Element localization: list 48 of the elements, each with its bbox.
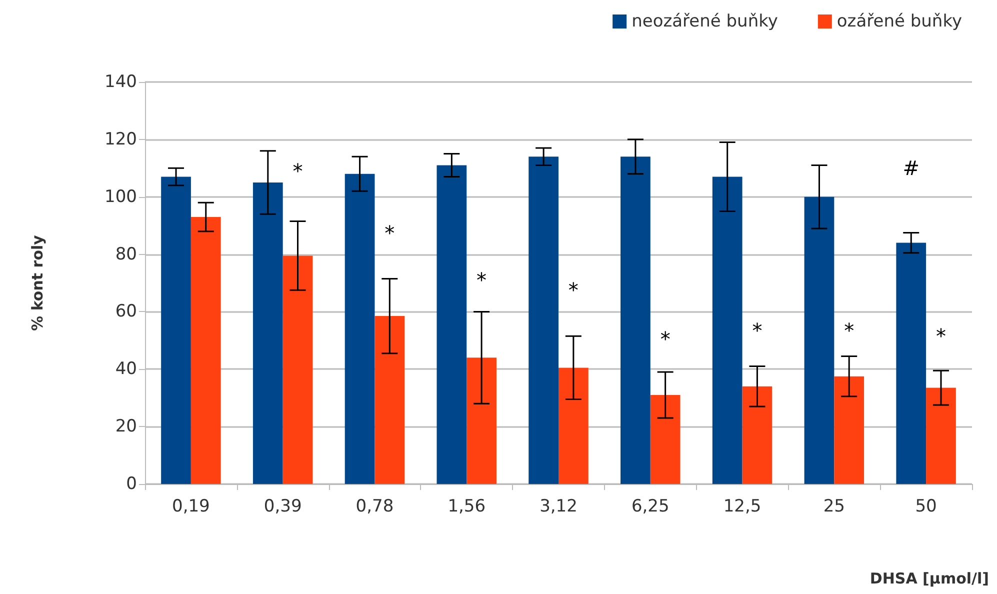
bar [804,196,834,484]
bar [466,358,496,484]
annotation: * [292,159,303,184]
annotation: * [476,268,487,292]
x-tick-label: 25 [823,496,845,516]
bar [926,388,956,484]
bar [374,316,405,484]
x-tick-label: 12,5 [723,496,762,516]
annotation: * [936,324,946,348]
y-tick-label: 100 [104,186,137,207]
annotation: # [902,156,920,180]
legend-label: ozářené buňky [836,12,962,32]
x-tick-label: 0,78 [356,496,394,516]
x-axis-title: DHSA [µmol/l] [870,570,990,588]
y-axis-title: % kont roly [28,234,46,331]
bar [558,368,588,484]
x-tick-label: 0,19 [172,496,210,516]
x-tick-label: 50 [915,496,937,516]
bar [650,394,680,484]
annotation: * [384,220,395,245]
y-tick-label: 40 [115,359,137,380]
annotation: * [752,318,762,342]
x-tick-label: 1,56 [448,496,486,516]
annotation: * [568,278,578,302]
annotation: * [660,326,670,351]
x-tick-label: 6,25 [631,496,670,516]
bar [436,165,467,484]
bar [742,386,772,484]
y-tick-label: 0 [126,474,137,494]
bar [161,176,191,484]
annotation: * [844,318,854,342]
bar [282,256,313,484]
y-tick-label: 20 [115,416,137,437]
y-tick-label: 60 [115,302,137,322]
bar [620,156,650,484]
bar [896,242,926,484]
legend-label: neozářené buňky [632,12,778,32]
y-tick-label: 140 [104,72,137,92]
bar [344,174,375,484]
bar [252,182,283,484]
y-tick-label: 120 [104,129,137,150]
x-tick-label: 3,12 [540,496,578,516]
bar [190,216,221,484]
x-tick-label: 0,39 [264,496,302,516]
bar [528,156,558,484]
bar [712,176,742,484]
y-tick-label: 80 [115,244,137,264]
bar [834,376,864,484]
